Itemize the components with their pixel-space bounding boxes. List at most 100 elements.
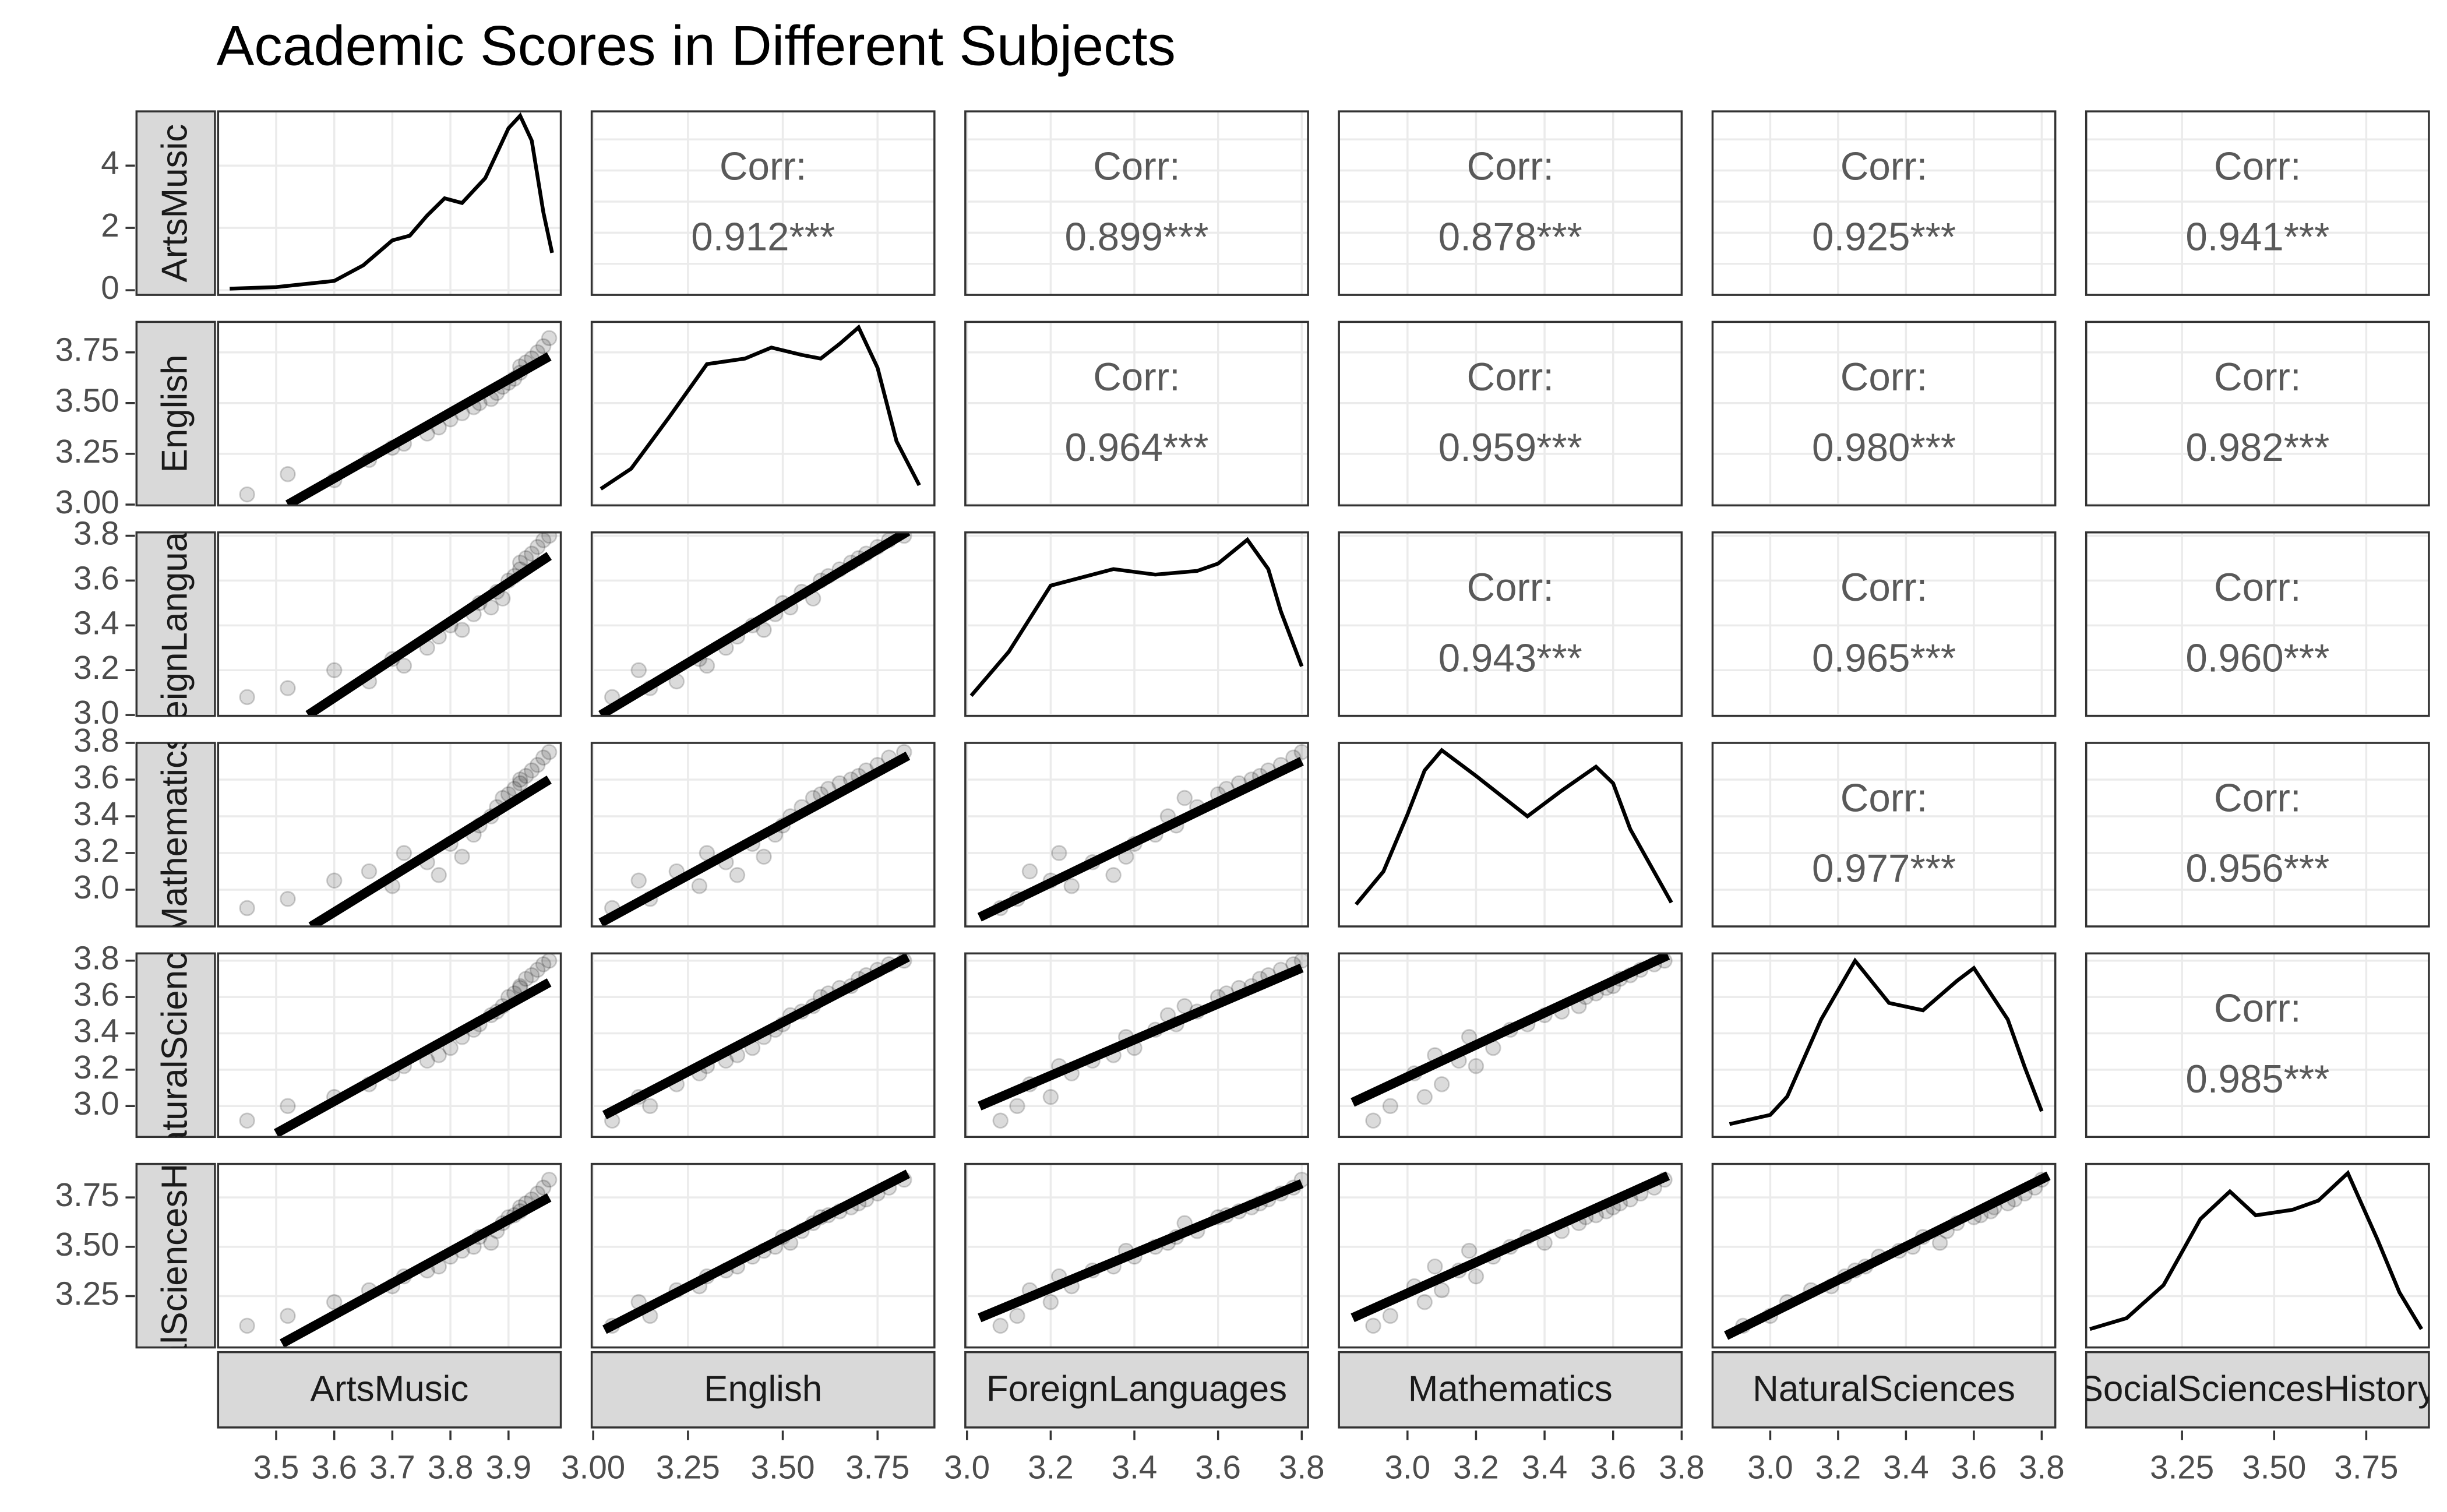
corr-value: 0.964***: [1064, 426, 1208, 470]
panel: Corr: 0.941***: [2086, 111, 2429, 295]
scatter-point: [512, 775, 528, 792]
x-tick-label: 3.50: [751, 1449, 815, 1486]
corr-value: 0.982***: [2185, 426, 2329, 470]
panel-border: [217, 320, 562, 507]
scatter-point: [326, 662, 343, 678]
corr-label: Corr:: [2214, 987, 2301, 1031]
panel: [2086, 1164, 2429, 1348]
x-tick-label: 3.0: [1385, 1449, 1431, 1486]
scatter-point: [239, 1112, 255, 1129]
corr-label: Corr:: [2214, 355, 2301, 399]
scatter-point: [239, 689, 255, 706]
strip-text-group: ArtsMusic: [155, 124, 195, 283]
panel-border: [217, 952, 562, 1139]
x-tick-label: 3.2: [1028, 1449, 1074, 1486]
corr-label: Corr:: [1093, 355, 1180, 399]
scatter-point: [1931, 1235, 1948, 1251]
chart-title: Academic Scores in Different Subjects: [217, 14, 1176, 77]
panel-border: [217, 1162, 562, 1349]
y-tick-label: 3.25: [55, 433, 119, 470]
scatter-point: [1382, 1098, 1399, 1115]
scatter-point: [1468, 1058, 1485, 1074]
x-tick-label: 3.6: [1951, 1449, 1997, 1486]
panel-border: [1711, 742, 2057, 928]
corr-label: Corr:: [1093, 145, 1180, 189]
scatter-point: [529, 538, 546, 555]
panel-background: [1712, 953, 2055, 1137]
scatter-point: [535, 338, 552, 354]
corr-label: Corr:: [1840, 145, 1928, 189]
x-tick-label: 3.8: [1279, 1449, 1325, 1486]
density-curve: [230, 112, 554, 291]
scatter-point: [992, 1112, 1009, 1129]
y-tick-label: 3.8: [73, 722, 119, 759]
panel-border: [590, 1162, 936, 1349]
scatter-point: [280, 680, 296, 696]
panel-border: [964, 531, 1309, 717]
scatter-point: [1051, 845, 1067, 861]
scatter-point: [517, 971, 534, 987]
scatter-point: [1461, 1242, 1478, 1259]
strip: [590, 1351, 936, 1429]
fit-line: [1724, 1171, 2051, 1340]
panel: [591, 1164, 935, 1348]
panel-border: [217, 531, 562, 717]
y-tick-label: 3.50: [55, 382, 119, 419]
x-tick-label: 3.75: [2334, 1449, 2398, 1486]
density-curve: [2089, 1169, 2424, 1331]
panel: [965, 532, 1309, 716]
scatter-point: [630, 872, 647, 889]
x-tick-label: 3.7: [369, 1449, 415, 1486]
y-tick-label: 0: [101, 269, 119, 306]
row-strip-label: ForeignLanguages: [155, 474, 195, 774]
panel-border: [590, 110, 936, 296]
panel: [965, 743, 1309, 927]
panel: [1712, 1164, 2055, 1348]
panel: Corr: 0.964***: [965, 322, 1309, 506]
density-curve: [1729, 957, 2044, 1126]
panel: [218, 322, 561, 506]
panel: [218, 1164, 561, 1348]
panel-border: [1711, 531, 2057, 717]
scatter-point: [1009, 1307, 1025, 1324]
panel: Corr: 0.985***: [2086, 953, 2429, 1137]
panel-border: [2085, 952, 2430, 1139]
y-tick-label: 3.8: [73, 514, 119, 551]
corr-label: Corr:: [2214, 566, 2301, 609]
strip: [135, 320, 216, 507]
panel: [591, 743, 935, 927]
panel-background: [1712, 322, 2055, 506]
panel-background: [1339, 743, 1682, 927]
scatter-point: [483, 1235, 499, 1251]
panel: [218, 111, 561, 295]
scatter-point: [535, 1179, 552, 1196]
scatter-point: [280, 891, 296, 907]
panel: Corr: 0.977***: [1712, 743, 2055, 927]
y-tick-label: 3.8: [73, 940, 119, 977]
fit-line: [978, 963, 1304, 1111]
strip: [217, 1351, 562, 1429]
panel-border: [964, 952, 1309, 1139]
x-tick-label: 3.2: [1453, 1449, 1499, 1486]
y-tick-label: 3.4: [73, 604, 119, 641]
y-tick-label: 3.25: [55, 1275, 119, 1312]
y-tick-label: 3.50: [55, 1226, 119, 1263]
panel-border: [1711, 952, 2057, 1139]
x-tick-label: 3.25: [2150, 1449, 2214, 1486]
panel-border: [2085, 110, 2430, 296]
y-tick-label: 2: [101, 207, 119, 244]
x-tick-label: 3.9: [486, 1449, 532, 1486]
panel: Corr: 0.982***: [2086, 322, 2429, 506]
scatter-point: [1365, 1317, 1381, 1334]
row-strip-label: ArtsMusic: [155, 124, 195, 283]
strip: [1338, 1351, 1683, 1429]
scatter-point: [517, 550, 534, 566]
panel-background: [2086, 532, 2429, 716]
panel-border: [1711, 1162, 2057, 1349]
scatter-point: [280, 1307, 296, 1324]
panel-border: [2085, 531, 2430, 717]
scatter-point: [326, 872, 343, 889]
panel: [591, 322, 935, 506]
fit-line: [308, 776, 552, 927]
panel-border: [1338, 1162, 1683, 1349]
